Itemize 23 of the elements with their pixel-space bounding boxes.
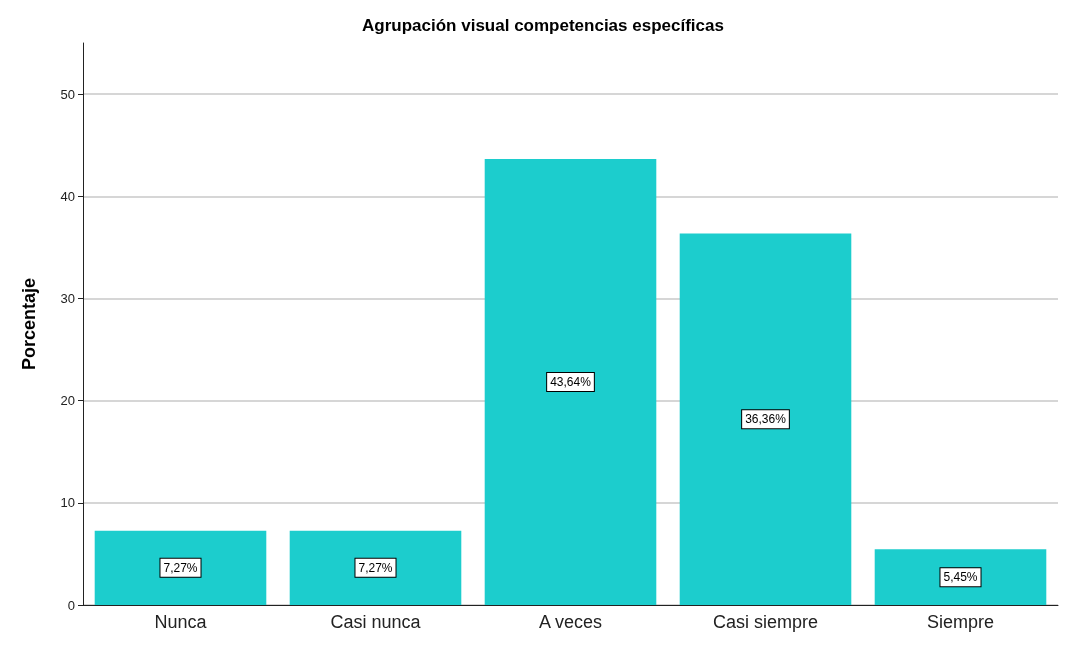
chart-title: Agrupación visual competencias específicas [362, 16, 724, 35]
data-label: 36,36% [745, 412, 787, 427]
x-tick-label: Casi nunca [330, 612, 422, 632]
data-label: 7,27% [163, 560, 198, 575]
x-tick-label: A veces [538, 612, 603, 632]
bar [94, 530, 267, 605]
data-label: 43,64% [550, 375, 592, 390]
y-tick-label: 50 [60, 86, 75, 102]
bar [679, 233, 852, 605]
bar [289, 530, 462, 605]
y-tick-label: 10 [60, 495, 75, 511]
y-tick-label: 20 [60, 393, 75, 409]
x-tick-label: Siempre [926, 612, 995, 632]
y-tick-label: 40 [60, 188, 75, 204]
data-label: 7,27% [358, 560, 393, 575]
y-axis-title: Porcentaje [19, 277, 39, 371]
x-tick-label: Casi siempre [712, 612, 819, 632]
x-tick-label: Nunca [154, 612, 208, 632]
bar [874, 549, 1047, 605]
y-tick-label: 30 [60, 290, 75, 306]
data-label: 5,45% [943, 570, 978, 585]
y-tick-label: 0 [67, 597, 75, 613]
bar [484, 159, 657, 605]
